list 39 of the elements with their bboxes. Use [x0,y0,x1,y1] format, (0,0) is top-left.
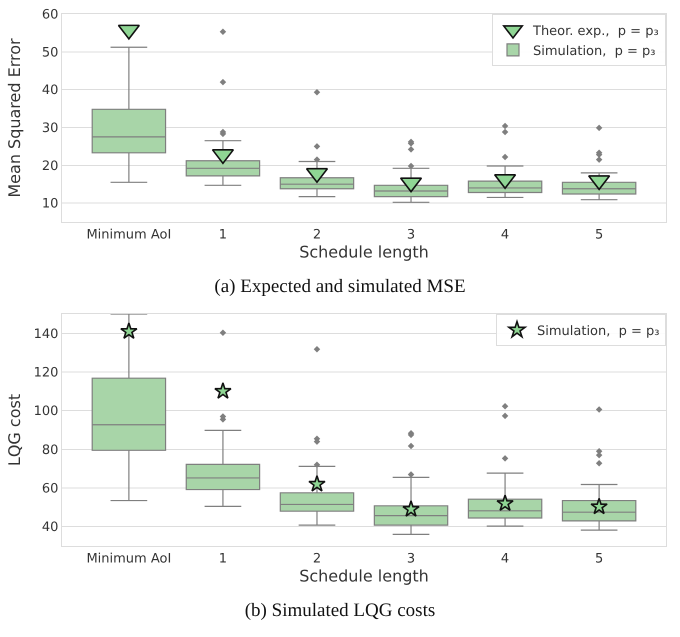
y-axis-title: Mean Squared Error [5,38,24,198]
point [214,382,232,399]
x-tick-label: 3 [406,228,416,243]
y-tick-label: 20 [42,158,58,174]
y-tick-label: 100 [34,404,58,420]
x-tick-label: 2 [312,228,322,243]
y-tick-label: 60 [42,8,58,23]
x-tick-label: 1 [218,228,228,243]
y-tick-label: 50 [42,45,58,60]
y-tick-label: 120 [34,366,58,381]
x-tick-label: Minimum AoI [86,228,172,243]
x-tick-label: 2 [312,552,322,567]
text: (b) Simulated LQG costs [244,599,436,623]
y-tick-label: 80 [42,442,58,458]
x-axis-title: Schedule length [299,566,429,586]
legend-label: Simulation, p = p₃ [537,324,660,340]
point [590,498,608,514]
y-tick-label: 40 [42,83,58,98]
x-tick-label: 3 [406,552,416,567]
x-axis-title: Schedule length [299,242,429,262]
y-tick-label: 60 [42,482,58,497]
point [496,494,514,512]
point [120,322,138,339]
point [308,474,326,492]
x-tick-label: 1 [218,552,228,567]
y-tick-label: 140 [34,326,58,342]
x-tick-label: Minimum AoI [86,552,172,567]
legend-label: Simulation, p = p₃ [533,44,656,59]
y-tick-label: 10 [42,196,58,212]
y-tick-label: 30 [42,121,58,136]
text: (a) Expected and simulated MSE [213,275,467,299]
point [402,500,420,517]
y-tick-label: 40 [42,520,58,536]
x-tick-label: 4 [500,228,510,243]
x-tick-label: 5 [594,552,604,567]
x-tick-label: 4 [500,552,510,567]
legend-label: Theor. exp., p = p₃ [532,24,659,40]
x-tick-label: 5 [594,228,604,243]
y-axis-title: LQG cost [5,394,24,466]
